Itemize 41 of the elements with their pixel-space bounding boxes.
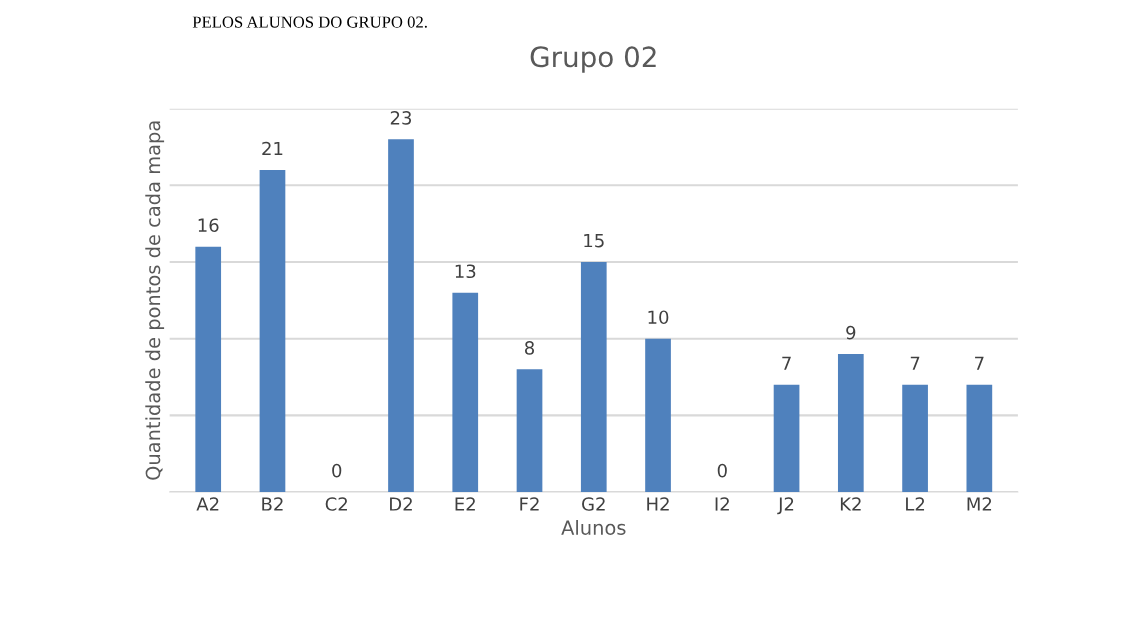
x-tick-label: E2	[455, 497, 475, 511]
x-tick-label: B2	[262, 497, 283, 511]
data-label: 23	[390, 111, 412, 125]
y-axis-title: Quantidade de pontos de cada mapa	[145, 121, 165, 480]
x-tick-label: K2	[840, 497, 861, 511]
x-tick-label: A2	[196, 497, 219, 511]
bar	[452, 292, 479, 493]
x-tick-label: F2	[520, 497, 539, 511]
bar	[259, 169, 286, 493]
x-tick-label: C2	[325, 497, 347, 511]
data-label: 0	[332, 463, 342, 478]
data-label: 15	[584, 233, 604, 248]
x-tick-label: M2	[967, 497, 992, 511]
x-tick-label: H2	[647, 497, 669, 511]
bar	[902, 384, 928, 493]
data-label: 21	[262, 141, 283, 156]
bar	[388, 139, 414, 493]
x-tick-label: D2	[390, 497, 412, 511]
bar	[516, 369, 543, 493]
x-tick-label: I2	[715, 497, 729, 511]
data-label: 7	[975, 356, 984, 370]
data-label: 10	[648, 310, 669, 325]
data-label: 7	[910, 356, 920, 370]
data-label: 7	[782, 356, 791, 370]
bar	[645, 338, 671, 493]
data-label: 0	[717, 463, 727, 478]
bar	[773, 384, 800, 493]
x-tick-label: L2	[906, 497, 925, 511]
bar	[837, 354, 864, 493]
bar	[195, 246, 222, 493]
x-tick-label: J2	[777, 497, 794, 515]
data-label: 16	[198, 218, 219, 233]
chart-title: Grupo 02	[530, 46, 656, 73]
bar	[580, 261, 607, 493]
data-label: 9	[846, 325, 856, 340]
data-label: 8	[524, 341, 535, 355]
text: PELOS ALUNOS DO GRUPO 02.	[192, 16, 427, 28]
data-label: 13	[455, 264, 476, 279]
x-axis-title: Alunos	[561, 519, 626, 535]
x-tick-label: G2	[582, 497, 605, 511]
bar	[966, 384, 993, 493]
